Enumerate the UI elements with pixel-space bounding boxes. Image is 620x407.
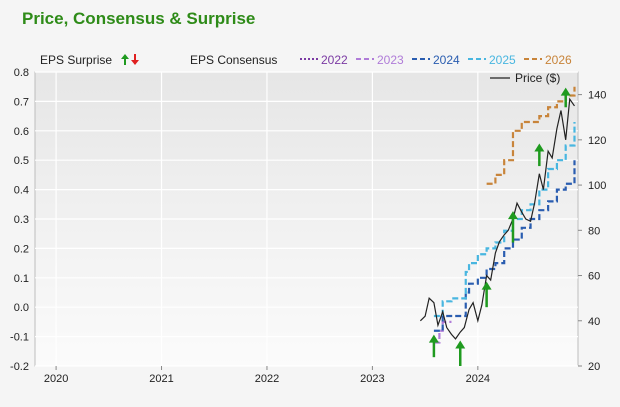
left-tick-label: 0.1: [14, 273, 29, 285]
consensus-line-2024: [433, 160, 576, 332]
legend-label-2023: 2023: [377, 53, 404, 67]
x-tick-label: 2022: [255, 373, 279, 385]
legend-consensus-label: EPS Consensus: [190, 53, 277, 67]
x-tick-label: 2020: [44, 373, 68, 385]
surprise-arrow: [481, 281, 492, 308]
price-line: [419, 97, 575, 340]
right-tick-label: 140: [588, 90, 606, 102]
x-axis-ticks: 2020 2021 2022 2023 2024: [44, 366, 490, 385]
left-tick-label: -0.2: [10, 361, 29, 373]
right-tick-label: 80: [588, 225, 600, 237]
consensus-line-2026: [486, 86, 576, 185]
series-layer: [419, 86, 576, 344]
surprise-arrow: [560, 87, 571, 108]
left-tick-label: 0.0: [14, 302, 29, 314]
legend-label-2026: 2026: [545, 53, 572, 67]
legend-label-2024: 2024: [433, 53, 460, 67]
surprise-arrows: [428, 87, 571, 366]
chart-title: Price, Consensus & Surprise: [22, 9, 256, 28]
surprise-arrow: [534, 143, 545, 167]
right-tick-label: 40: [588, 316, 600, 328]
right-tick-label: 100: [588, 180, 606, 192]
left-tick-label: 0.5: [14, 155, 29, 167]
down-arrow-icon: [131, 54, 139, 65]
legend-years: 2022 2023 2024 2025 2026: [300, 53, 572, 67]
left-tick-label: 0.3: [14, 214, 29, 226]
legend-label-2025: 2025: [489, 53, 516, 67]
left-tick-label: 0.7: [14, 96, 29, 108]
surprise-arrow: [507, 211, 518, 243]
right-tick-label: 60: [588, 271, 600, 283]
up-arrow-icon: [121, 54, 129, 65]
left-tick-label: 0.4: [14, 185, 29, 197]
legend: EPS Surprise EPS Consensus 2022 2023 2024 2…: [40, 53, 572, 85]
grid-lines: [35, 71, 578, 367]
legend-surprise-label: EPS Surprise: [40, 53, 112, 67]
surprise-arrow: [455, 340, 466, 366]
left-tick-label: 0.8: [14, 67, 29, 79]
legend-price-label: Price ($): [515, 71, 560, 85]
x-tick-label: 2021: [149, 373, 173, 385]
left-tick-label: -0.1: [10, 332, 29, 344]
right-axis-ticks: 20 40 60 80 100 120 140: [578, 90, 606, 373]
right-tick-label: 120: [588, 135, 606, 147]
left-axis-ticks: -0.2 -0.1 0.0 0.1 0.2 0.3 0.4 0.5 0.6 0.7 0.8: [10, 67, 29, 373]
consensus-line-2025: [433, 121, 576, 318]
left-tick-label: 0.6: [14, 126, 29, 138]
legend-label-2022: 2022: [321, 53, 348, 67]
x-tick-label: 2024: [466, 373, 490, 385]
x-tick-label: 2023: [360, 373, 384, 385]
left-tick-label: 0.2: [14, 243, 29, 255]
surprise-arrow: [428, 334, 439, 358]
right-tick-label: 20: [588, 361, 600, 373]
